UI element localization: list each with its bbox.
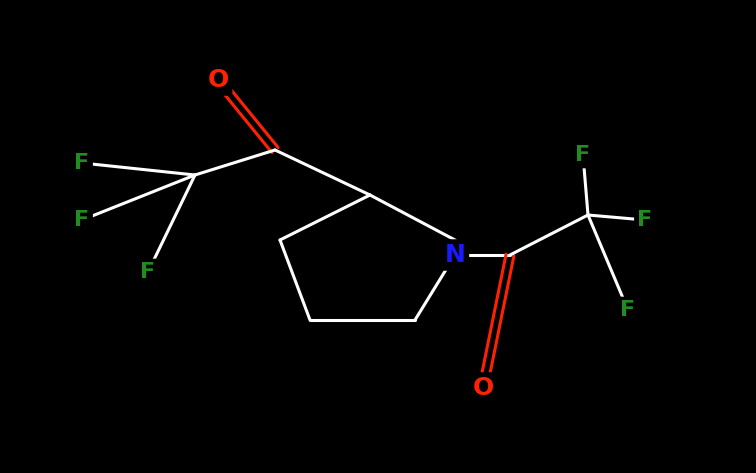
Text: O: O [472, 376, 494, 400]
Text: F: F [74, 153, 89, 173]
Text: F: F [141, 262, 156, 282]
Text: O: O [207, 68, 228, 92]
Text: F: F [621, 300, 636, 320]
Text: F: F [74, 210, 89, 230]
Text: F: F [637, 210, 652, 230]
Text: N: N [445, 243, 466, 267]
Text: F: F [575, 145, 590, 165]
